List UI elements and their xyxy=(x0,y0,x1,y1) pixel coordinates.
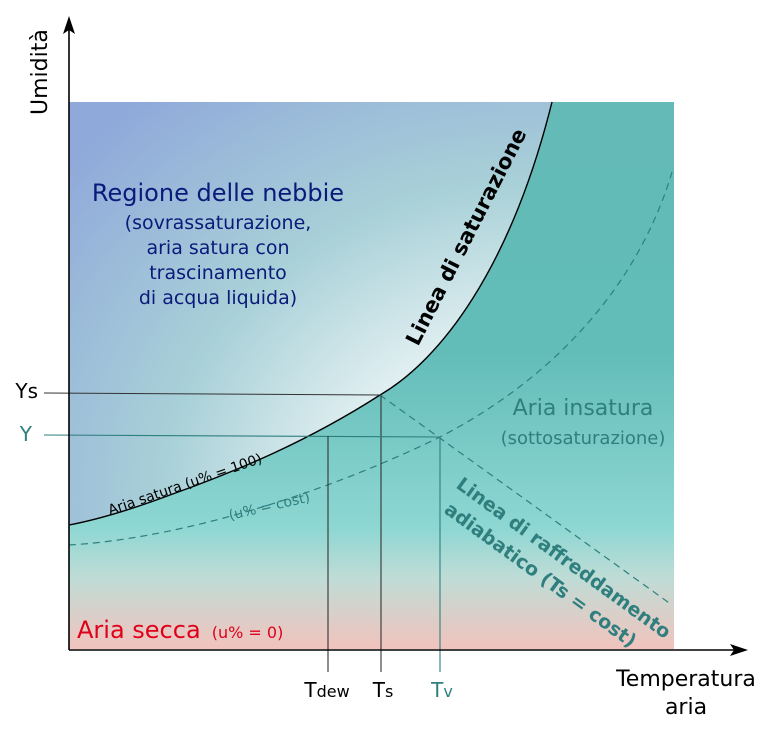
x-axis-arrow-icon xyxy=(730,644,748,656)
ts-tick-label: Ts xyxy=(372,678,394,702)
fog-region-line1: (sovrassaturazione, xyxy=(125,212,312,234)
fog-region-line4: di acqua liquida) xyxy=(139,287,297,309)
x-axis-label-line1: Temperatura xyxy=(615,667,756,692)
fog-region-line2: aria satura con xyxy=(146,237,289,259)
tv-tick-label: Tv xyxy=(430,678,453,702)
y-tick-label: Y xyxy=(19,422,33,446)
unsaturated-title: Aria insatura xyxy=(513,396,654,421)
fog-region-line3: trascinamento xyxy=(149,262,287,284)
ys-tick-label: Ys xyxy=(14,379,38,403)
y-axis-label: Umidità xyxy=(28,29,53,115)
dry-air-label: Aria secca (u% = 0) xyxy=(77,616,283,644)
tv-sub: v xyxy=(443,682,452,701)
fog-region-title: Regione delle nebbie xyxy=(92,179,344,207)
fog-region xyxy=(69,102,552,525)
y-axis-arrow-icon xyxy=(63,16,75,34)
tdew-tick-label: Tdew xyxy=(303,678,349,702)
x-axis-label-line2: aria xyxy=(665,695,707,720)
tdew-main: T xyxy=(303,678,317,702)
unsaturated-subtitle: (sottosaturazione) xyxy=(501,428,666,449)
tdew-sub: dew xyxy=(317,682,350,701)
dry-air-title: Aria secca xyxy=(77,616,201,644)
y-horizontal-line xyxy=(43,434,441,438)
tv-main: T xyxy=(430,678,444,702)
ys-horizontal-line xyxy=(43,392,381,396)
ts-sub: s xyxy=(385,682,393,701)
saturation-curve xyxy=(68,101,553,526)
dry-air-subtitle: (u% = 0) xyxy=(212,623,284,642)
ts-main: T xyxy=(372,678,386,702)
